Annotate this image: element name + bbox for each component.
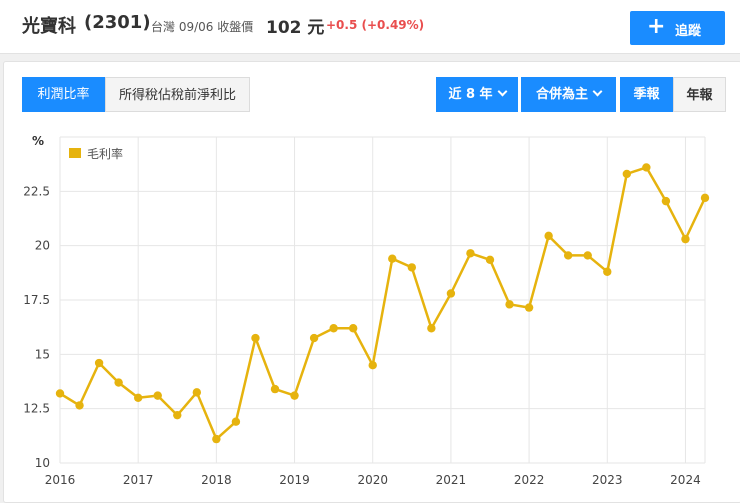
stock-header: 光寶科 (2301) 台灣 09/06 收盤價 102 元 +0.5 (+0.4… (0, 0, 740, 54)
x-tick-label: 2018 (201, 473, 232, 487)
data-point (485, 255, 495, 264)
data-point (642, 163, 651, 172)
legend-swatch (69, 148, 81, 158)
x-tick-label: 2022 (514, 473, 545, 487)
data-point (700, 193, 710, 203)
annual-button[interactable]: 年報 (673, 77, 726, 112)
data-point (133, 393, 143, 402)
y-unit-label: % (32, 134, 44, 148)
data-point (290, 391, 299, 400)
range-label: 近 8 年 (448, 87, 493, 102)
stock-name: 光寶科 (22, 16, 76, 37)
close-price: 102 元 (266, 18, 325, 38)
data-point (681, 234, 690, 244)
data-point (114, 378, 123, 387)
data-point (446, 289, 456, 298)
x-tick-label: 2021 (436, 473, 467, 487)
data-point (544, 231, 553, 241)
tab-profit-ratio[interactable]: 利潤比率 (22, 77, 105, 112)
y-tick-label: 20 (35, 239, 50, 253)
data-point (407, 263, 417, 272)
data-point (212, 434, 221, 444)
quarterly-button[interactable]: 季報 (620, 77, 673, 112)
data-point (309, 333, 319, 343)
plus-icon: + (647, 14, 666, 39)
range-dropdown[interactable]: 近 8 年 (436, 77, 518, 112)
data-point (270, 384, 280, 394)
data-point (466, 249, 475, 258)
data-point (231, 417, 241, 426)
data-point (427, 324, 436, 333)
data-point (524, 303, 534, 312)
consolidation-dropdown[interactable]: 合併為主 (521, 77, 616, 112)
gross-margin-chart: 10 12.5 15 17.5 20 22.5 2016 2017 2018 2019 2020 20… (23, 134, 710, 487)
data-point (329, 324, 338, 333)
tab-tax-ratio[interactable]: 所得稅佔稅前淨利比 (105, 77, 250, 112)
y-tick-label: 22.5 (23, 184, 50, 198)
data-point (661, 196, 671, 206)
data-point (348, 324, 358, 333)
data-point (505, 300, 514, 309)
data-point (622, 169, 632, 179)
data-point (563, 251, 573, 260)
market-date: 台灣 09/06 收盤價 (151, 20, 254, 34)
price-change: +0.5 (+0.49%) (326, 18, 425, 32)
track-label: 追蹤 (675, 24, 702, 39)
x-tick-label: 2024 (670, 473, 701, 487)
x-tick-label: 2019 (279, 473, 310, 487)
data-point (75, 401, 84, 410)
x-tick-label: 2023 (592, 473, 623, 487)
chart-panel: 利潤比率 所得稅佔稅前淨利比 近 8 年 合併為主 季報 年報 (3, 61, 740, 503)
y-tick-label: 15 (35, 347, 50, 361)
data-point (55, 389, 65, 398)
stock-code: (2301) (84, 12, 151, 33)
data-point (368, 361, 377, 370)
data-point (388, 254, 397, 263)
consolidation-label: 合併為主 (535, 87, 588, 102)
x-tick-label: 2016 (45, 473, 76, 487)
y-tick-label: 17.5 (23, 293, 50, 307)
y-tick-label: 10 (35, 456, 50, 470)
data-point (251, 333, 260, 343)
x-tick-label: 2020 (357, 473, 388, 487)
x-tick-label: 2017 (123, 473, 154, 487)
series-line-gross-margin (59, 166, 707, 441)
data-point (583, 251, 592, 260)
y-tick-label: 12.5 (23, 402, 50, 416)
data-point (94, 358, 104, 368)
legend-label: 毛利率 (87, 146, 123, 161)
data-point (173, 410, 182, 420)
data-point (603, 267, 612, 276)
track-button[interactable]: + 追蹤 (630, 11, 725, 45)
data-point (192, 388, 202, 397)
data-point (153, 391, 162, 400)
